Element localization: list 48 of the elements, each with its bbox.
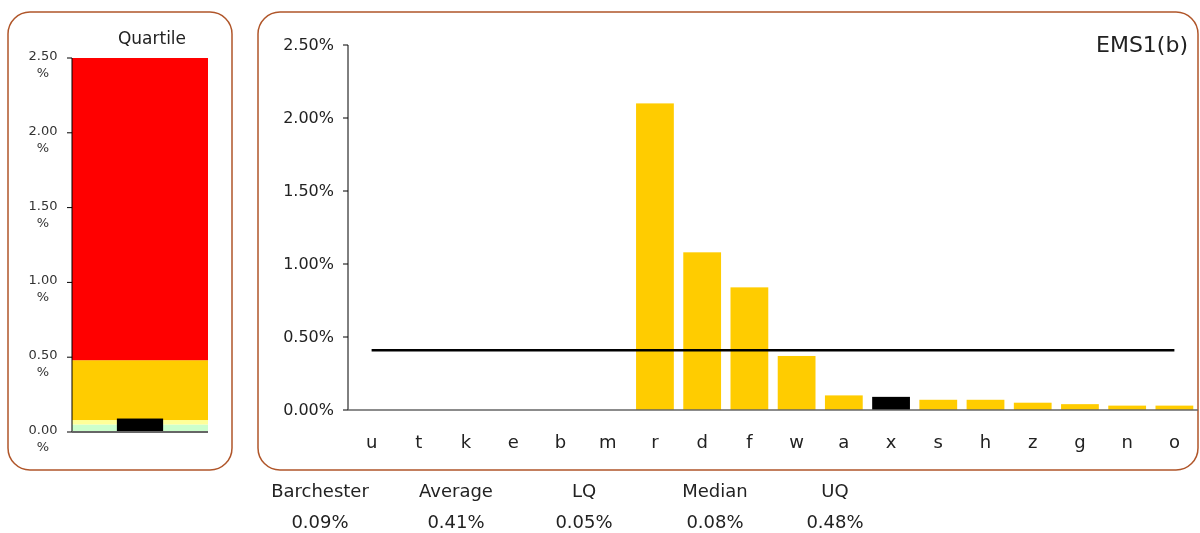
- text: UQ: [821, 480, 849, 501]
- text: Average: [419, 480, 493, 501]
- bar: [872, 396, 910, 410]
- text: 0.48%: [806, 511, 864, 532]
- text: LQ: [571, 480, 597, 501]
- x-tick-label: h: [979, 431, 992, 452]
- x-tick-label: f: [746, 431, 754, 452]
- y-tick-label: 2.00%: [283, 108, 334, 127]
- text: 0.09%: [291, 511, 349, 532]
- text: 0.08%: [686, 511, 744, 532]
- y-tick-label: 0.50%: [283, 327, 334, 346]
- bar: [636, 103, 674, 410]
- x-tick-label: m: [598, 431, 617, 452]
- x-tick-label: t: [415, 431, 423, 452]
- x-tick-label: r: [651, 431, 660, 452]
- x-tick-label: k: [460, 431, 472, 452]
- x-tick-label: w: [789, 431, 804, 452]
- text: 0.41%: [427, 511, 485, 532]
- y-tick-label: 0.50%: [28, 347, 58, 380]
- x-tick-label: n: [1121, 431, 1133, 452]
- y-tick-label: 2.50%: [283, 35, 334, 54]
- x-tick-label: b: [554, 431, 567, 452]
- x-tick-label: s: [933, 431, 943, 452]
- chart-title: Quartile: [117, 28, 187, 48]
- bar: [683, 252, 722, 410]
- text: Barchester: [271, 480, 370, 501]
- y-tick-label: 1.50%: [28, 197, 58, 230]
- x-tick-label: a: [838, 431, 850, 452]
- x-tick-label: d: [696, 431, 708, 452]
- bar: [730, 287, 769, 410]
- x-tick-label: x: [885, 431, 897, 452]
- y-tick-label: 2.00%: [28, 122, 58, 155]
- text: Median: [682, 480, 748, 501]
- y-tick-label: 1.50%: [283, 181, 334, 200]
- x-tick-label: z: [1028, 431, 1038, 452]
- y-tick-label: 1.00%: [283, 254, 334, 273]
- y-tick-label: 0.00%: [283, 400, 334, 419]
- text: 0.05%: [555, 511, 613, 532]
- bar: [777, 355, 816, 410]
- x-tick-label: o: [1168, 431, 1180, 452]
- bar: [824, 395, 863, 410]
- x-tick-label: e: [507, 431, 519, 452]
- y-tick-label: 0.00%: [28, 422, 58, 454]
- x-tick-label: g: [1074, 431, 1086, 452]
- chart-title: EMS1(b): [1096, 32, 1188, 57]
- y-tick-label: 1.00%: [28, 272, 58, 305]
- y-tick-label: 2.50%: [28, 48, 58, 80]
- x-tick-label: u: [365, 431, 378, 452]
